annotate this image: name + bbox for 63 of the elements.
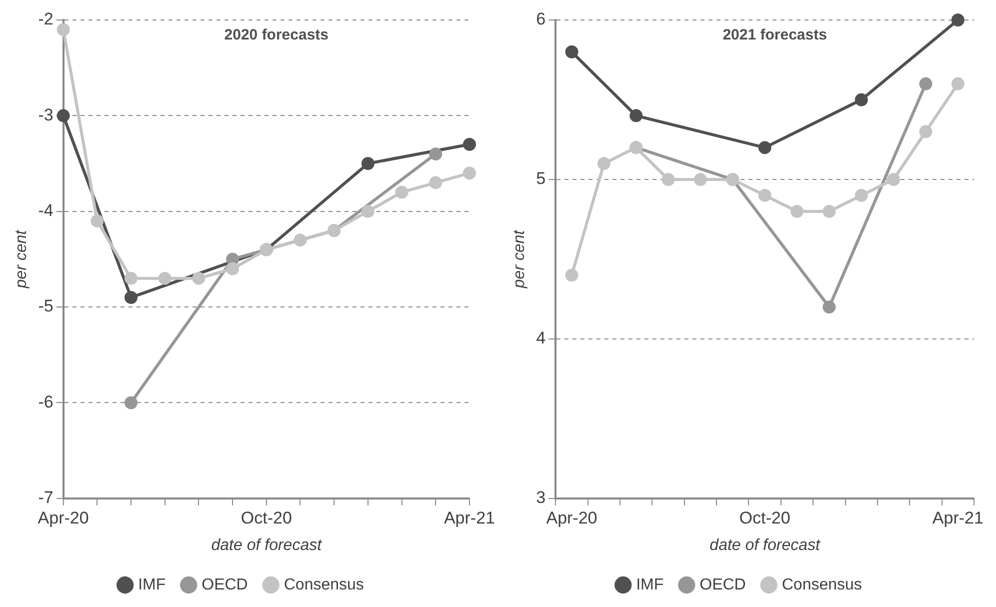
point [887, 172, 900, 186]
text: 2021 forecasts [722, 26, 827, 44]
point [56, 23, 70, 36]
x-axis-title: date of forecast [710, 536, 821, 554]
legend-label: OECD [700, 576, 746, 594]
point [462, 138, 476, 151]
point [822, 300, 836, 314]
point [429, 176, 442, 190]
point [758, 188, 772, 202]
point [90, 214, 104, 228]
text: 2020 forecasts [224, 26, 329, 44]
legend-label: Consensus [284, 576, 364, 594]
point [630, 109, 643, 122]
point [124, 272, 138, 285]
y-tick-label: 5 [536, 169, 546, 188]
point [854, 93, 868, 106]
y-tick-label: -5 [38, 296, 54, 316]
legend-label: IMF [636, 576, 664, 594]
point [919, 77, 932, 90]
x-tick-label: Oct-20 [240, 508, 292, 528]
point [192, 272, 206, 285]
y-tick-label: 4 [536, 328, 546, 348]
legend-label: Consensus [782, 576, 862, 594]
point [790, 204, 804, 218]
point [694, 172, 707, 186]
point [951, 77, 964, 90]
y-axis-title: per cent [13, 230, 30, 290]
y-tick-label: 6 [536, 10, 546, 29]
x-tick-label: Apr-21 [932, 508, 984, 528]
y-tick-label: -2 [38, 10, 54, 29]
point [395, 186, 408, 199]
point [124, 290, 138, 304]
point [822, 204, 836, 218]
x-tick-label: Apr-21 [444, 508, 496, 528]
y-tick-label: -7 [38, 488, 54, 508]
point [854, 188, 868, 202]
point [565, 268, 578, 282]
y-tick-label: -6 [38, 392, 54, 412]
point [462, 166, 476, 180]
x-tick-label: Oct-20 [739, 508, 790, 528]
point [158, 272, 172, 285]
y-tick-label: -3 [38, 105, 54, 124]
point [919, 125, 932, 138]
point [56, 109, 70, 122]
point [361, 204, 374, 218]
point [662, 172, 675, 186]
point [226, 262, 240, 276]
y-tick-label: -4 [38, 201, 54, 220]
point [565, 45, 578, 58]
y-axis-title: per cent [511, 230, 528, 290]
legend-label: IMF [138, 576, 166, 594]
point [429, 147, 442, 160]
x-tick-label: Apr-20 [38, 508, 89, 528]
x-axis-title: date of forecast [211, 536, 322, 554]
legend-label: OECD [202, 576, 248, 594]
point [951, 14, 964, 26]
y-tick-label: 3 [536, 488, 546, 508]
x-tick-label: Apr-20 [546, 508, 598, 528]
point [758, 141, 772, 154]
point [294, 234, 307, 247]
point [124, 396, 138, 410]
point [597, 157, 610, 170]
point [361, 157, 374, 170]
